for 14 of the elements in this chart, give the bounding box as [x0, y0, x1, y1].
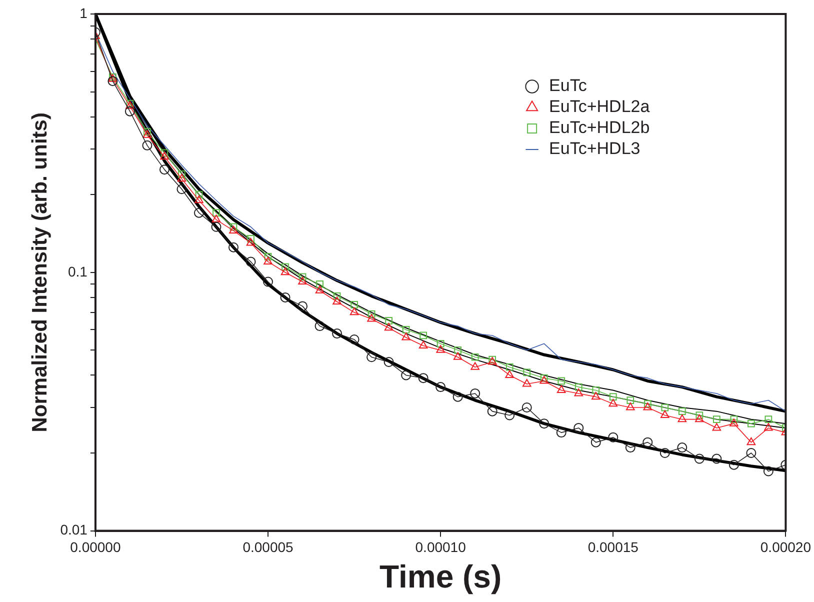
legend-label: EuTc+HDL3	[549, 139, 640, 158]
x-axis-title: Time (s)	[380, 558, 502, 595]
x-tick-label: 0.00015	[588, 539, 639, 556]
x-tick-label: 0.00000	[70, 539, 121, 556]
x-tick-label: 0.00010	[415, 539, 466, 556]
y-tick-label: 0.01	[60, 522, 88, 538]
x-tick-label: 0.00005	[242, 539, 294, 556]
legend-label: EuTc+HDL2b	[549, 118, 650, 138]
y-tick-label: 1	[80, 4, 88, 21]
y-tick-label: 0.1	[68, 263, 88, 280]
legend-label: EuTc	[549, 76, 588, 96]
x-tick-label: 0.00020	[760, 539, 812, 556]
y-axis-title: Normalized Intensity (arb. units)	[28, 112, 52, 432]
legend-label: EuTc+HDL2a	[549, 97, 650, 116]
